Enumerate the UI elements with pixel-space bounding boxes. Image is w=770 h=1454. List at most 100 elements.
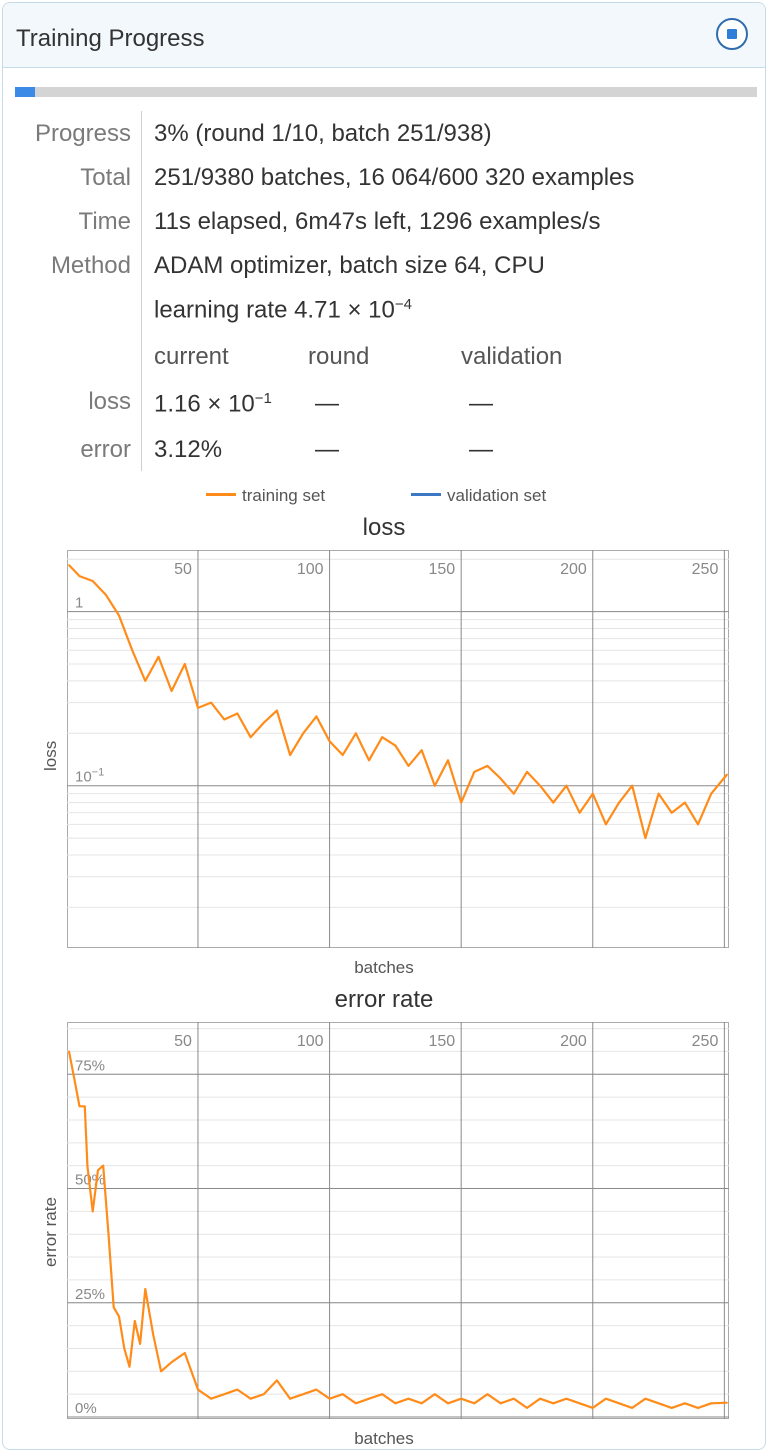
- error-chart-data-point: [91, 1210, 94, 1213]
- loss-chart-data-point: [618, 801, 620, 804]
- error-chart-ytick-label: 75%: [75, 1057, 105, 1074]
- loss-chart-data-point: [499, 777, 502, 780]
- error-chart-data-point: [683, 1402, 686, 1405]
- col-header-validation: validation: [461, 343, 563, 370]
- loss-chart-data-point: [420, 749, 423, 752]
- error-chart-ylabel: error rate: [41, 1197, 60, 1267]
- error-chart-data-point: [447, 1402, 449, 1405]
- error-chart-data-point: [341, 1393, 344, 1396]
- stop-button[interactable]: [716, 18, 748, 50]
- error-chart-data-point: [152, 1333, 155, 1336]
- error-chart-xtick-label: 200: [560, 1033, 587, 1050]
- error-chart-data-point: [289, 1397, 291, 1400]
- error-chart-data-point: [631, 1406, 634, 1409]
- method-value: ADAM optimizer, batch size 64, CPU: [154, 252, 545, 279]
- col-header-round: round: [308, 343, 370, 370]
- error-chart-data-point: [618, 1402, 620, 1405]
- error-chart-data-point: [644, 1397, 647, 1400]
- loss-chart-data-point: [341, 754, 344, 756]
- error-label: error: [80, 436, 131, 463]
- progress-value: 3% (round 1/10, batch 251/938): [154, 120, 492, 147]
- loss-current: 1.16 × 10−1: [154, 390, 272, 418]
- error-chart-data-point: [512, 1397, 515, 1400]
- panel-header: Training Progress: [3, 3, 765, 68]
- loss-chart-data-point: [670, 811, 673, 814]
- loss-chart-data-point: [354, 732, 357, 735]
- loss-chart-data-point: [394, 744, 397, 747]
- loss-chart-data-point: [302, 732, 305, 735]
- error-chart-data-point: [112, 1306, 115, 1309]
- error-chart-data-point: [420, 1402, 423, 1405]
- error-chart-data-point: [657, 1402, 660, 1405]
- loss-chart-data-point: [433, 784, 436, 787]
- error-chart-data-point: [276, 1379, 278, 1382]
- loss-chart-xtick-label: 250: [692, 561, 719, 578]
- method-label: Method: [50, 252, 131, 279]
- error-chart-xtick-label: 100: [297, 1033, 324, 1050]
- error-chart-data-point: [315, 1388, 318, 1391]
- loss-chart-ytick-label: 1: [75, 595, 83, 612]
- error-chart-data-point: [210, 1397, 213, 1400]
- loss-chart-data-point: [657, 792, 660, 795]
- error-chart-data-point: [197, 1388, 199, 1391]
- time-label: Time: [78, 208, 131, 235]
- loss-chart: 1 10−1 50 100 150 200 250: [67, 550, 729, 948]
- error-chart-data-point: [433, 1393, 436, 1396]
- loss-chart-title: loss: [362, 514, 406, 541]
- error-chart-data-point: [123, 1347, 126, 1350]
- loss-validation: —: [469, 390, 493, 417]
- legend-training-label: training set: [242, 486, 326, 505]
- loss-chart-data-point: [223, 718, 226, 721]
- loss-chart-ytick-label: 10−1: [75, 767, 104, 786]
- loss-chart-data-point: [368, 759, 370, 762]
- error-chart-ytick-label: 0%: [75, 1400, 97, 1417]
- error-chart-data-point: [139, 1342, 141, 1345]
- error-chart-data-point: [78, 1105, 81, 1108]
- error-chart-data-point: [83, 1105, 86, 1108]
- error-chart-data-point: [578, 1402, 581, 1405]
- error-chart-data-point: [144, 1288, 147, 1290]
- loss-chart-data-point: [512, 792, 515, 795]
- legend-training: training set: [206, 486, 325, 506]
- error-chart-data-point: [407, 1397, 410, 1400]
- error-chart-data-point: [97, 1169, 99, 1172]
- error-chart-data-point: [605, 1397, 607, 1400]
- loss-chart-data-point: [91, 580, 94, 582]
- error-chart-data-point: [328, 1397, 331, 1400]
- error-chart-data-point: [86, 1164, 89, 1167]
- loss-chart-xtick-label: 100: [297, 561, 324, 578]
- loss-chart-xlabel: batches: [354, 958, 414, 977]
- loss-chart-data-point: [118, 614, 120, 617]
- loss-chart-data-point: [197, 706, 199, 709]
- error-chart-data-point: [236, 1388, 239, 1391]
- progress-label: Progress: [34, 120, 131, 147]
- panel-title: Training Progress: [16, 25, 205, 52]
- info-labels-column: Progress Total Time Method loss error: [3, 111, 142, 471]
- loss-chart-data-point: [157, 655, 160, 658]
- error-chart-data-point: [726, 1401, 728, 1404]
- loss-chart-data-point: [565, 784, 568, 787]
- loss-chart-data-point: [447, 759, 449, 762]
- error-chart-data-point: [697, 1406, 699, 1409]
- loss-label: loss: [88, 388, 131, 415]
- error-chart-data-point: [302, 1393, 305, 1396]
- error-chart-data-point: [107, 1233, 110, 1236]
- legend-training-swatch: [206, 493, 236, 497]
- error-chart-data-point: [128, 1365, 131, 1368]
- error-chart-data-point: [394, 1402, 397, 1405]
- loss-chart-data-point: [460, 801, 463, 804]
- error-chart-plot-frame: [67, 1022, 729, 1419]
- error-chart-data-point: [591, 1406, 594, 1409]
- loss-current-exponent: −1: [254, 390, 272, 407]
- loss-chart-data-point: [289, 754, 291, 756]
- loss-chart-data-point: [262, 721, 265, 724]
- legend-validation-label: validation set: [447, 486, 547, 505]
- loss-chart-data-point: [104, 593, 107, 596]
- error-validation: —: [469, 436, 493, 463]
- error-chart-data-point: [102, 1164, 105, 1167]
- error-chart-data-point: [249, 1397, 252, 1400]
- error-chart-data-point: [223, 1393, 226, 1396]
- error-chart-data-point: [368, 1397, 370, 1400]
- loss-chart-xtick-label: 150: [428, 561, 455, 578]
